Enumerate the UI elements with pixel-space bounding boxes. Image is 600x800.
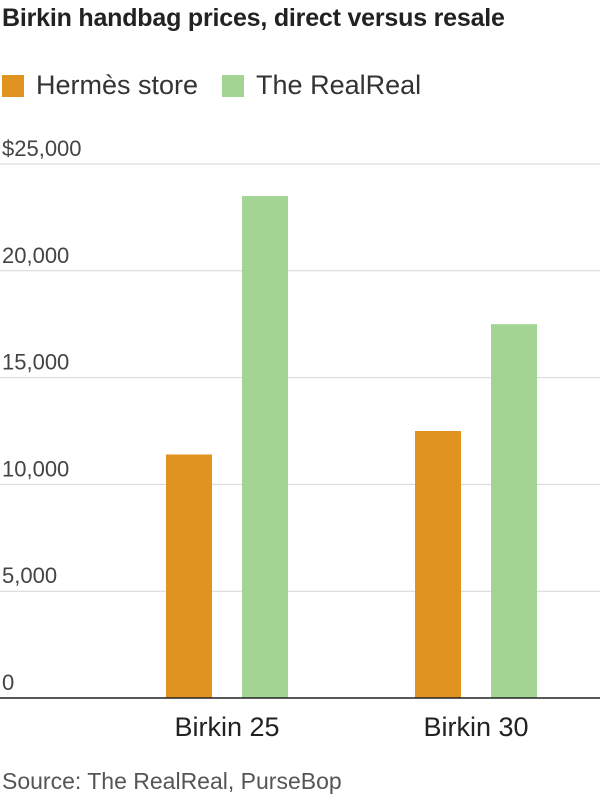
legend-swatch-realreal: [222, 74, 245, 97]
y-tick-label: 10,000: [2, 456, 69, 481]
y-tick-label: 15,000: [2, 350, 69, 375]
bar-chart: 0 5,000 10,000 15,000 20,000 $25,000 Birkin 25…: [0, 136, 600, 742]
x-category-label: Birkin 30: [423, 712, 528, 742]
bar: [491, 324, 537, 698]
y-tick-label: 5,000: [2, 563, 57, 588]
y-tick-label: 20,000: [2, 243, 69, 268]
bar: [166, 454, 212, 698]
legend-swatch-hermes: [2, 74, 24, 97]
legend-label-hermes: Hermès store: [36, 70, 199, 100]
bar: [415, 431, 461, 698]
source-note: Source: The RealReal, PurseBop: [2, 768, 342, 794]
x-category-label: Birkin 25: [174, 712, 279, 742]
bar: [242, 196, 288, 699]
legend-item-realreal: The RealReal: [222, 70, 421, 101]
y-tick-label: 0: [2, 670, 14, 695]
chart-title: Birkin handbag prices, direct versus res…: [2, 4, 505, 32]
legend-item-hermes: Hermès store: [2, 70, 198, 101]
y-tick-label: $25,000: [2, 136, 82, 161]
legend-label-realreal: The RealReal: [256, 70, 422, 100]
legend: Hermès store The RealReal: [2, 70, 445, 101]
